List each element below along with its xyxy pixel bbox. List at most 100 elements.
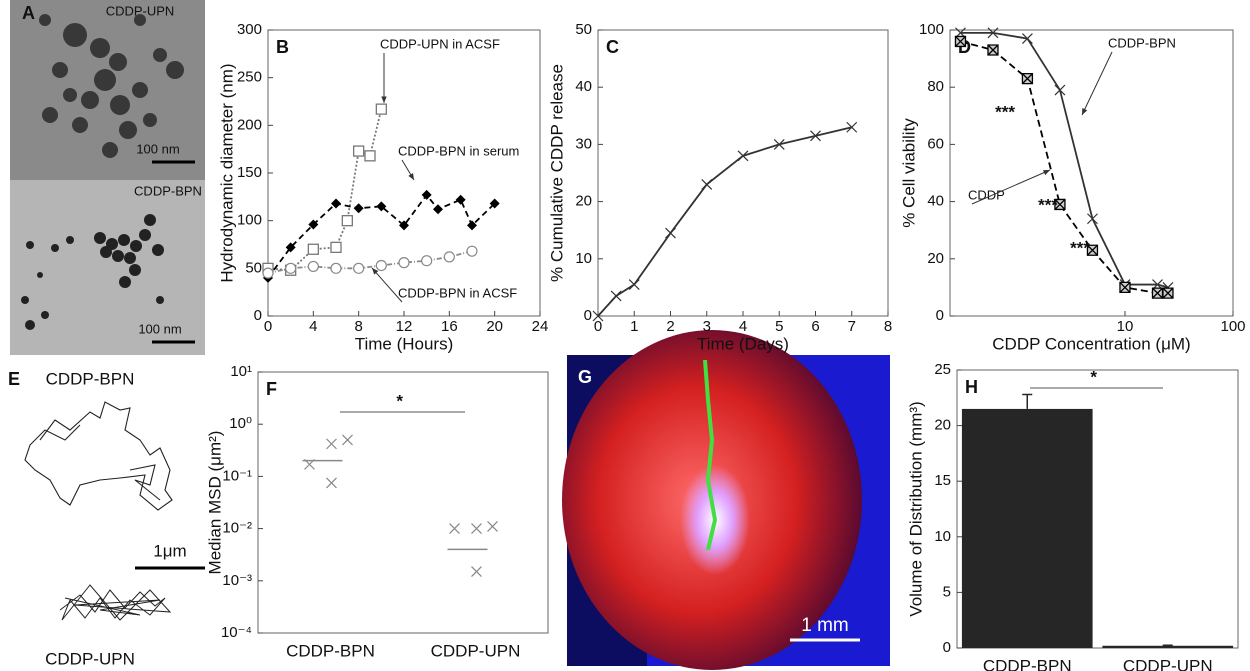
marker xyxy=(398,257,410,269)
series-label: CDDP xyxy=(968,187,1005,202)
series-label: CDDP-BPN in serum xyxy=(398,143,519,158)
bar xyxy=(1102,645,1234,648)
x-tick-label: 2 xyxy=(666,318,674,335)
marker xyxy=(330,241,342,254)
y-tick-label: 300 xyxy=(237,21,262,38)
arrow xyxy=(1081,51,1113,116)
annotation: *** xyxy=(995,102,1015,121)
marker xyxy=(421,255,433,267)
arrow-head xyxy=(1043,170,1050,176)
image-caption: CDDP-BPN xyxy=(134,183,202,198)
y-tick-label: 200 xyxy=(237,116,262,133)
y-tick-label: 10¹ xyxy=(230,363,252,380)
x-tick-label: 0 xyxy=(264,318,272,335)
marker xyxy=(307,243,319,255)
y-tick-label: 5 xyxy=(943,583,951,600)
marker xyxy=(433,204,443,215)
marker xyxy=(737,150,749,162)
marker xyxy=(489,198,500,209)
arrow-head xyxy=(372,268,379,275)
marker xyxy=(376,201,387,212)
image-caption: CDDP-UPN xyxy=(45,649,135,668)
x-tick-label: 3 xyxy=(703,318,711,335)
annotation: * xyxy=(1090,367,1097,386)
y-tick-label: 10⁻⁴ xyxy=(221,624,252,641)
y-axis-label: % Cumulative CDDP release xyxy=(547,64,566,282)
x-tick-label: 0 xyxy=(594,318,602,335)
series-line xyxy=(267,108,383,272)
marker xyxy=(1151,287,1164,299)
marker xyxy=(987,27,999,39)
annotation: *** xyxy=(1038,195,1058,214)
marker xyxy=(1119,281,1131,294)
y-tick-label: 10⁻² xyxy=(222,520,252,537)
arrow xyxy=(971,169,1051,205)
panel-label: E xyxy=(8,369,20,389)
panel-label: C xyxy=(606,37,619,57)
x-tick-label: 6 xyxy=(811,318,819,335)
plot-frame xyxy=(949,29,1234,317)
x-tick-label: 4 xyxy=(739,318,747,335)
y-tick-label: 10 xyxy=(934,528,951,545)
marker xyxy=(467,220,477,231)
series-label: CDDP-BPN in ACSF xyxy=(398,285,517,300)
series-line xyxy=(597,126,852,317)
panel-label: A xyxy=(22,3,35,23)
plot-frame xyxy=(257,371,549,634)
y-tick-label: 50 xyxy=(245,259,262,276)
x-tick-label: 10 xyxy=(1117,318,1134,335)
series-line xyxy=(960,40,1168,295)
marker xyxy=(353,262,365,274)
plot-frame xyxy=(267,29,541,317)
y-tick-label: 150 xyxy=(237,164,262,181)
image-caption: CDDP-BPN xyxy=(46,369,135,388)
y-tick-label: 50 xyxy=(575,21,592,38)
marker xyxy=(285,242,296,253)
x-tick-label: 12 xyxy=(396,318,413,335)
panel-label: B xyxy=(276,37,289,57)
marker xyxy=(421,189,432,200)
y-tick-label: 20 xyxy=(927,250,944,267)
y-axis-label: Median MSD (μm²) xyxy=(205,431,224,575)
x-tick-label: CDDP-BPN xyxy=(983,656,1072,671)
x-tick-label: 1 xyxy=(630,318,638,335)
marker xyxy=(665,227,676,239)
x-tick-label: 8 xyxy=(354,318,362,335)
y-tick-label: 100 xyxy=(919,21,944,38)
marker xyxy=(455,194,466,205)
x-tick-label: CDDP-UPN xyxy=(431,641,521,660)
series-label: CDDP-BPN xyxy=(1108,35,1176,50)
marker xyxy=(326,438,337,450)
x-tick-label: 4 xyxy=(309,318,317,335)
y-tick-label: 40 xyxy=(575,78,592,95)
x-axis-label: CDDP Concentration (μM) xyxy=(992,334,1190,353)
marker xyxy=(307,260,319,273)
marker xyxy=(1021,72,1034,85)
x-tick-label: CDDP-UPN xyxy=(1123,656,1213,671)
y-tick-label: 15 xyxy=(934,472,951,489)
marker xyxy=(471,566,482,578)
y-axis-label: Hydrodynamic diameter (nm) xyxy=(217,63,236,282)
y-tick-label: 40 xyxy=(927,193,944,210)
y-tick-label: 0 xyxy=(584,307,592,324)
marker xyxy=(954,35,967,48)
y-tick-label: 60 xyxy=(927,135,944,152)
y-tick-label: 0 xyxy=(936,307,944,324)
marker xyxy=(1162,287,1174,299)
marker xyxy=(1021,33,1033,45)
tem-image-a xyxy=(10,0,205,355)
y-tick-label: 250 xyxy=(237,69,262,86)
marker xyxy=(592,310,604,322)
marker xyxy=(628,279,640,290)
x-axis-label: Time (Hours) xyxy=(355,334,454,353)
marker xyxy=(330,262,342,274)
marker xyxy=(466,245,478,257)
marker xyxy=(326,477,337,489)
arrow-head xyxy=(381,96,387,103)
panel-label: G xyxy=(578,367,592,387)
marker xyxy=(342,434,353,446)
x-tick-label: 8 xyxy=(884,318,892,335)
panel-label: F xyxy=(266,379,277,399)
